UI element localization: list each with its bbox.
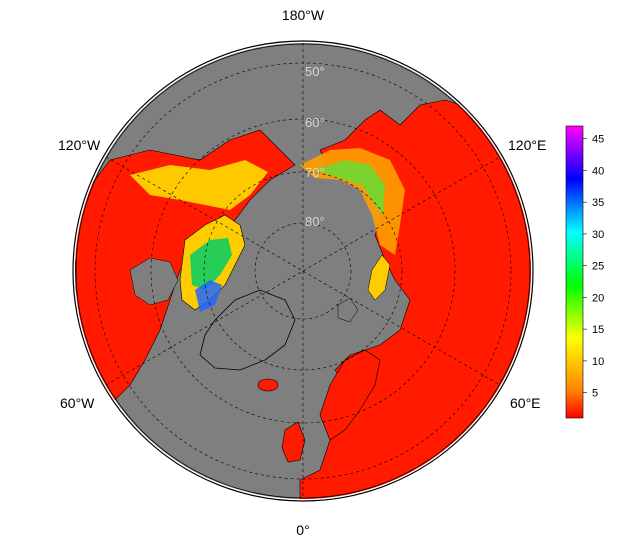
siberian-coast-band [300,148,405,255]
novaya-zemlya [367,254,391,301]
latitude-label-50: 50° [305,64,325,79]
colorbar-tick-label: 5 [592,388,598,400]
meridian-60w-120e [105,156,501,386]
alaska-coast-band [130,160,268,210]
longitude-label-lower-right: 60°E [510,395,541,411]
colorbar-ticks: 45 40 35 30 25 20 15 10 5 [583,134,604,400]
british-isles [281,421,306,463]
colorbar-tick-label: 25 [592,261,604,273]
colorbar-tick-label: 10 [592,356,604,368]
meridian-120w-60e [105,156,501,386]
svalbard [337,297,359,323]
iceland [257,378,279,392]
colorbar-tick-label: 40 [592,165,604,177]
colorbar-tick-label: 15 [592,324,604,336]
scandinavia [319,349,381,441]
map-content [75,99,531,499]
longitude-label-bottom: 0° [296,522,309,538]
longitude-label-top: 180°W [282,7,325,23]
colorbar-tick-label: 20 [592,292,604,304]
latitude-label-70: 70° [305,165,325,180]
colorbar-tick-label: 30 [592,229,604,241]
archipelago-band-green [190,238,232,290]
latitude-circle-60 [150,118,456,424]
map-border-inner [75,43,531,499]
latitude-circle-80 [254,222,352,320]
hudson-bay [129,257,179,306]
greenland [199,289,296,371]
latitude-circle-70 [203,171,403,371]
colorbar-tick-label: 45 [592,134,604,146]
longitude-label-upper-left: 120°W [58,137,101,153]
longitude-label-upper-right: 120°E [508,137,546,153]
latitude-label-80: 80° [305,214,325,229]
siberian-coast-band-green [315,160,385,215]
graticule [94,43,512,499]
map-border-outer [72,40,534,502]
latitude-label-60: 60° [305,115,325,130]
colorbar [565,125,584,419]
colorbar-tick-label: 35 [592,197,604,209]
longitude-label-lower-left: 60°W [60,395,95,411]
archipelago-band-blue [195,280,222,312]
